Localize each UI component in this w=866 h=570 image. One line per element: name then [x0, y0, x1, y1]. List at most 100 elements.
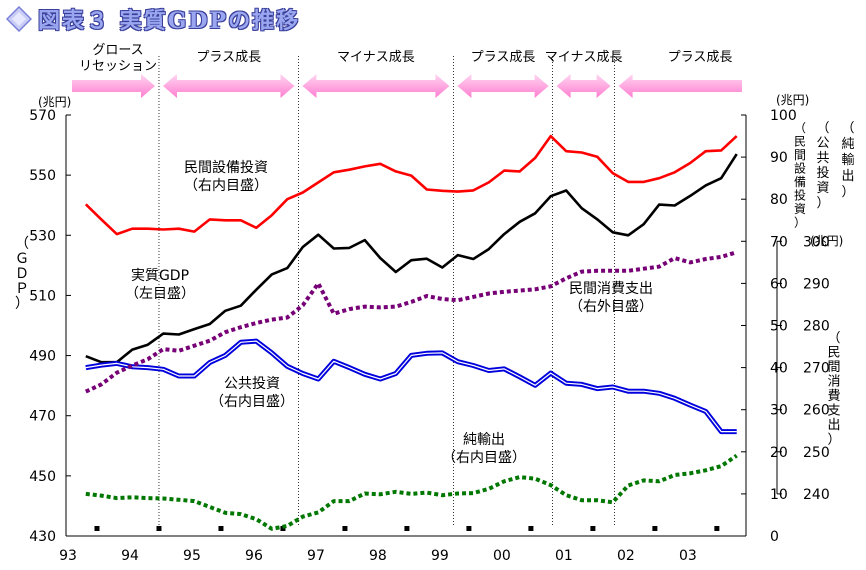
right-inner-tick-label: 90	[770, 150, 788, 166]
x-tick-label: 96	[245, 548, 263, 564]
right-inner-tick-label: 10	[770, 487, 788, 503]
year-marker	[466, 526, 472, 531]
right-outer-tick-label: 280	[803, 319, 830, 335]
public-axis-label-char: ）	[816, 196, 829, 211]
right-inner-tick-label: 60	[770, 276, 788, 292]
right-inner-axis-unit: (兆円)	[776, 93, 809, 107]
right-outer-tick-label: 300	[803, 234, 830, 250]
series-line-public	[85, 338, 737, 435]
capex-axis-label-char: 民	[794, 135, 806, 149]
capex-axis-label: （民間設備投資）	[794, 121, 806, 230]
right-inner-tick-label: 20	[770, 445, 788, 461]
series-line-consumption	[84, 250, 738, 394]
year-marker	[714, 526, 720, 531]
public-axis-label-char: 共	[816, 151, 829, 166]
capex-axis-label-char: 設	[794, 161, 806, 176]
year-marker	[404, 526, 410, 531]
phase-label: プラス成長	[668, 50, 733, 65]
chart-title: 図表３ 実質GDPの推移	[6, 4, 300, 34]
left-axis-label-char: Ｐ	[15, 281, 29, 297]
phase-arrow	[72, 74, 155, 98]
series-line-netexports	[85, 453, 738, 531]
phase-label: マイナス成長	[545, 50, 623, 65]
x-tick-label: 94	[121, 548, 139, 564]
netexports-axis-label-char: 輸	[841, 153, 854, 168]
public-axis-label-char: 公	[816, 136, 829, 151]
consumption-axis-label-char: 消	[827, 375, 840, 390]
capex-axis-label-char: 間	[794, 148, 806, 162]
phase-arrow	[618, 74, 742, 98]
right-inner-tick-label: 80	[770, 192, 788, 208]
x-tick-label: 01	[555, 548, 573, 564]
series-line-public-inner	[85, 340, 737, 433]
diamond-icon	[6, 6, 32, 32]
right-inner-tick-label: 40	[770, 361, 788, 377]
consumption-axis-label-char: 間	[827, 360, 840, 375]
annotation-public: （右内目盛）	[210, 394, 294, 410]
left-axis-label-char: （	[15, 236, 29, 252]
year-marker	[94, 526, 100, 531]
right-inner-tick-label: 30	[770, 403, 788, 419]
right-inner-tick-label: 100	[770, 108, 797, 124]
x-tick-label: 93	[59, 548, 77, 564]
year-marker	[528, 526, 534, 531]
phase-arrow	[302, 74, 450, 98]
title-text: 図表３ 実質GDPの推移	[38, 8, 301, 34]
right-outer-tick-label: 240	[803, 487, 830, 503]
capex-axis-label-char: 資	[794, 202, 806, 216]
phase-label: プラス成長	[471, 50, 536, 65]
year-marker	[342, 526, 348, 531]
left-axis-label-char: Ｇ	[15, 251, 29, 267]
year-marker	[156, 526, 162, 531]
left-tick-label: 510	[29, 288, 56, 304]
right-outer-axis-unit: (兆円)	[810, 234, 843, 248]
netexports-axis-label-char: （	[841, 121, 854, 136]
left-axis-label: （ＧＤＰ）	[15, 236, 29, 312]
phase-arrow	[457, 74, 549, 98]
phase-arrow	[556, 74, 611, 98]
left-tick-label: 570	[29, 108, 56, 124]
right-outer-tick-label: 270	[803, 361, 830, 377]
right-inner-tick-label: 0	[770, 529, 779, 545]
netexports-axis-label: （純輸出）	[841, 121, 854, 200]
public-axis-label-char: （	[816, 121, 829, 136]
consumption-axis-label-char: 民	[827, 346, 840, 361]
public-axis-label: （公共投資）	[816, 121, 829, 211]
annotation-gdp: 実質GDP	[131, 268, 189, 284]
netexports-axis-label-char: 純	[841, 137, 854, 152]
year-marker	[652, 526, 658, 531]
x-tick-label: 02	[617, 548, 635, 564]
annotation-consumption: （右外目盛）	[569, 299, 653, 315]
phase-label: グロース	[92, 43, 143, 58]
annotation-capex: （右内目盛）	[184, 178, 268, 194]
x-tick-label: 99	[431, 548, 449, 564]
series-line-gdp	[85, 153, 738, 364]
series-line-capex	[84, 134, 738, 236]
annotation-netexports: （右内目盛）	[442, 450, 526, 466]
annotation-netexports: 純輸出	[463, 432, 505, 448]
capex-axis-label-char: 備	[794, 174, 806, 189]
right-outer-tick-label: 260	[803, 403, 830, 419]
right-outer-tick-label: 290	[803, 276, 830, 292]
annotation-gdp: （左目盛）	[125, 286, 195, 302]
year-marker	[218, 526, 224, 531]
annotation-capex: 民間設備投資	[184, 160, 268, 176]
consumption-axis-label-char: 支	[827, 404, 840, 419]
capex-axis-label-char: （	[794, 121, 806, 135]
year-marker	[590, 526, 596, 531]
left-axis-unit: (兆円)	[38, 95, 71, 109]
capex-axis-label-char: ）	[794, 216, 806, 230]
x-tick-label: 98	[369, 548, 387, 564]
left-axis-label-char: Ｄ	[15, 266, 29, 282]
x-tick-label: 00	[493, 548, 511, 564]
consumption-axis-label-char: ）	[827, 433, 840, 448]
left-tick-label: 490	[29, 349, 56, 365]
right-inner-tick-label: 50	[770, 319, 788, 335]
phase-label: プラス成長	[196, 50, 261, 65]
left-axis-label-char: ）	[15, 296, 29, 312]
annotation-public: 公共投資	[224, 376, 280, 392]
consumption-axis-label-char: 出	[827, 418, 840, 433]
public-axis-label-char: 投	[816, 165, 829, 181]
annotation-consumption: 民間消費支出	[569, 281, 653, 297]
